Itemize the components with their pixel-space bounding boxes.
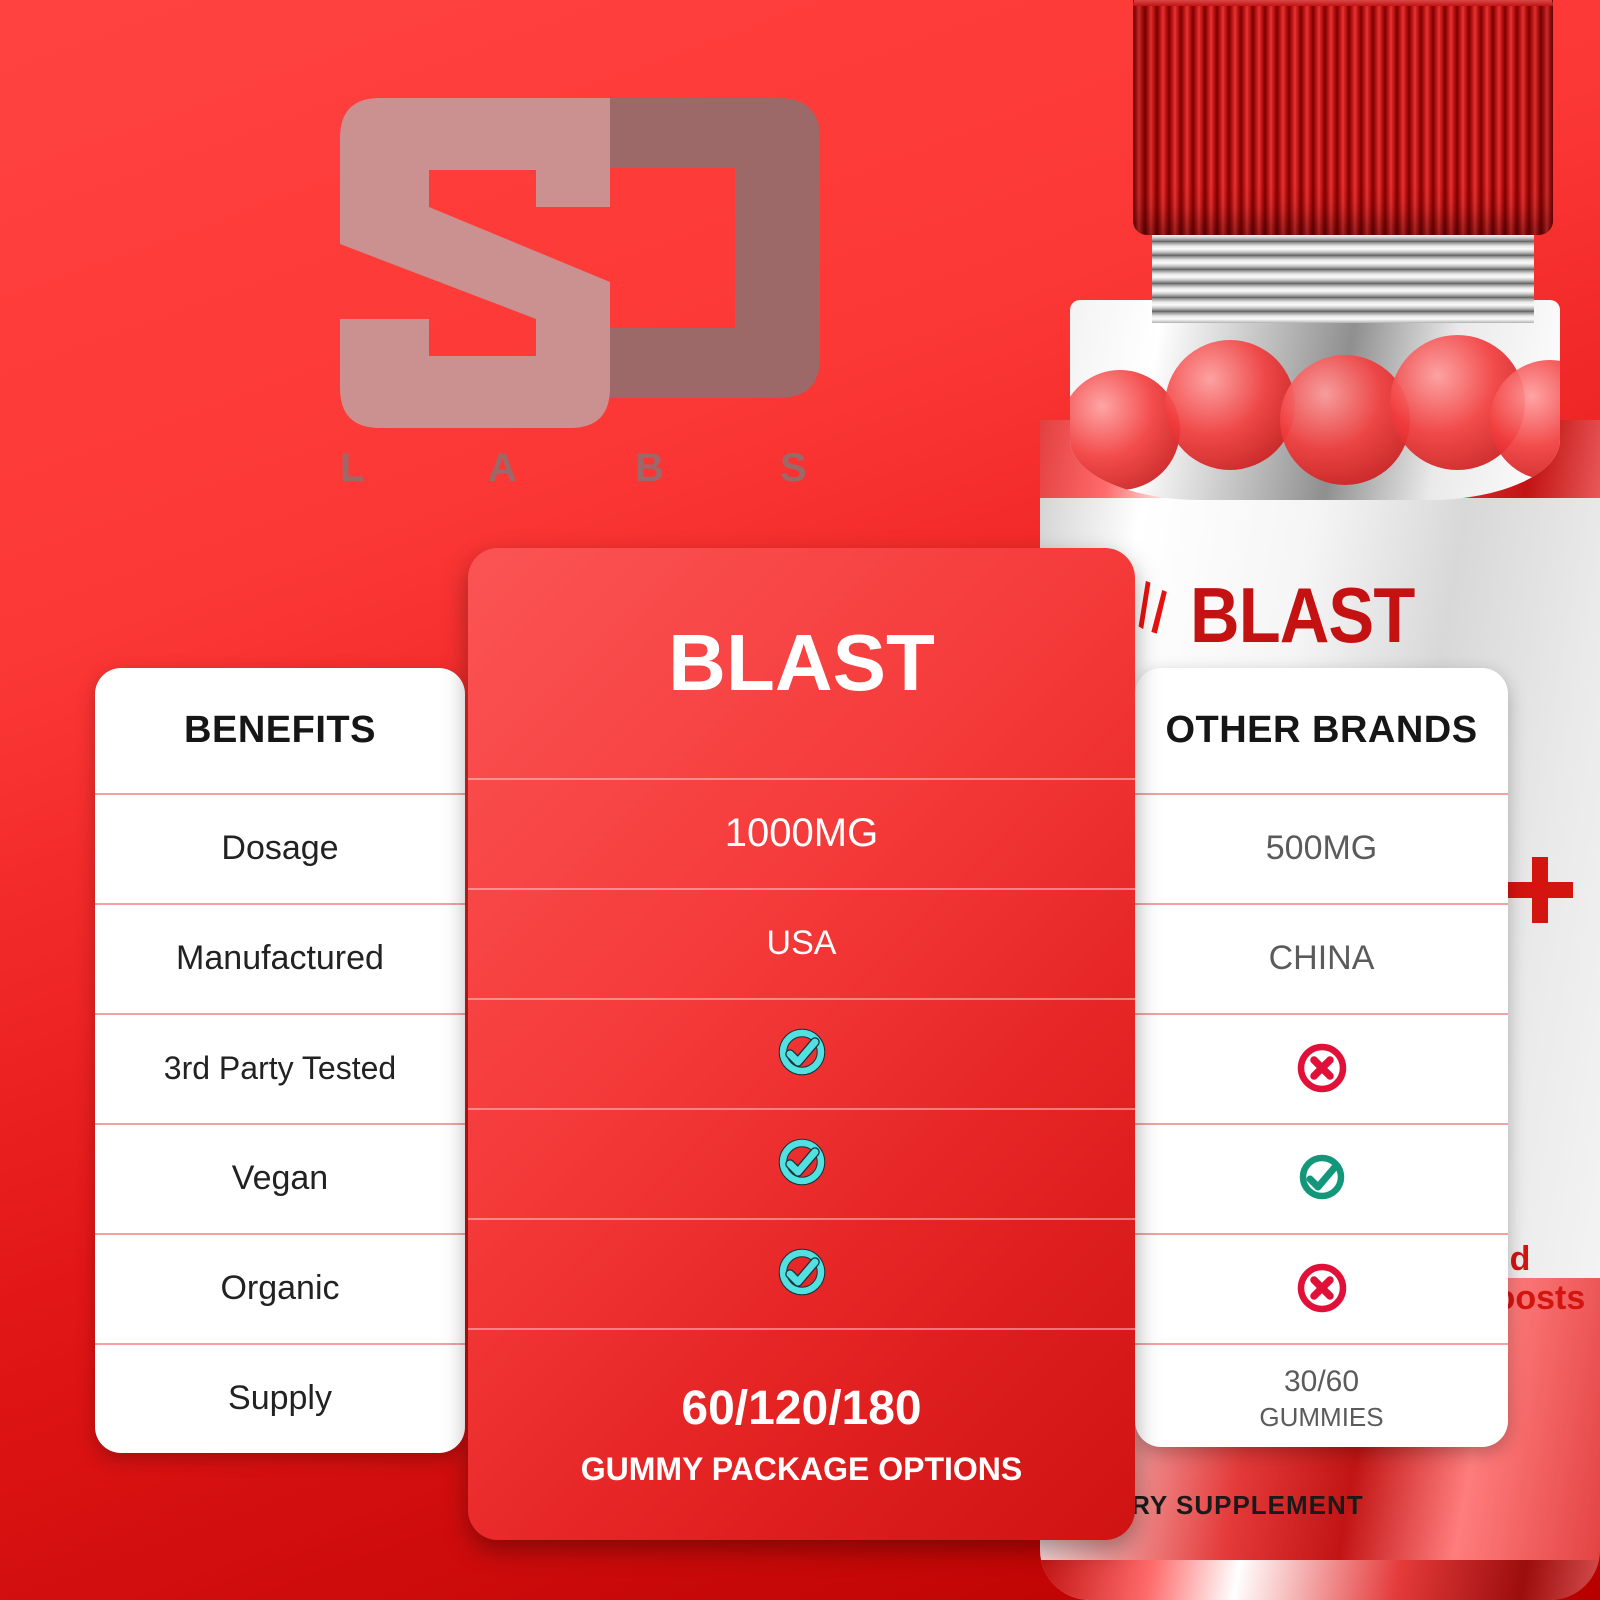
svg-text:B: B xyxy=(635,446,664,488)
svg-text:L: L xyxy=(340,446,364,488)
svg-text:S: S xyxy=(780,446,807,488)
svg-text:A: A xyxy=(488,446,517,488)
